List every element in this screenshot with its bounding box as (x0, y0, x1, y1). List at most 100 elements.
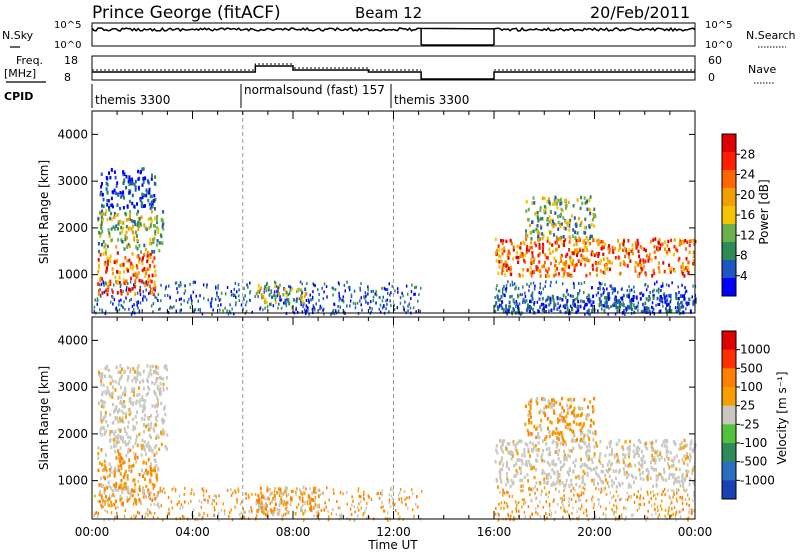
data-cell (503, 308, 505, 312)
data-cell (676, 309, 679, 314)
data-cell (178, 298, 181, 301)
data-cell (257, 500, 260, 505)
data-cell (614, 312, 617, 316)
data-cell (180, 503, 183, 507)
data-cell (136, 303, 138, 307)
data-cell (141, 438, 144, 443)
data-cell (114, 417, 117, 421)
data-cell (180, 283, 182, 287)
data-cell (651, 453, 654, 458)
data-cell (641, 471, 644, 475)
data-cell (390, 291, 392, 295)
data-cell (155, 475, 158, 480)
data-cell (657, 303, 659, 306)
data-cell (646, 516, 649, 520)
data-cell (579, 262, 582, 266)
data-cell (148, 187, 151, 192)
data-cell (670, 501, 673, 504)
data-cell (578, 282, 580, 285)
data-cell (150, 414, 153, 418)
data-cell (612, 469, 615, 473)
data-cell (681, 497, 684, 501)
data-cell (99, 234, 102, 239)
data-cell (120, 225, 123, 230)
data-cell (150, 200, 153, 204)
data-cell (665, 440, 668, 444)
data-cell (660, 285, 662, 288)
data-cell (546, 472, 549, 477)
data-cell (120, 283, 122, 287)
data-cell (133, 285, 136, 289)
data-cell (520, 484, 523, 488)
data-cell (135, 264, 138, 268)
data-cell (291, 305, 294, 309)
data-cell (129, 217, 131, 222)
data-cell (407, 506, 409, 510)
data-cell (359, 286, 361, 290)
data-cell (532, 307, 535, 312)
data-cell (363, 498, 365, 502)
data-cell (399, 296, 402, 300)
data-cell (543, 486, 546, 490)
data-cell (649, 441, 652, 445)
data-cell (567, 200, 570, 205)
data-cell (121, 401, 124, 406)
data-cell (558, 419, 561, 423)
data-cell (117, 238, 120, 242)
data-cell (119, 429, 122, 433)
data-cell (518, 501, 520, 505)
data-cell (160, 442, 163, 447)
data-cell (566, 403, 568, 408)
data-cell (564, 206, 567, 210)
data-cell (624, 312, 626, 316)
data-cell (495, 507, 497, 510)
data-cell (363, 490, 365, 494)
data-cell (274, 281, 277, 285)
data-cell (265, 504, 268, 508)
data-cell (193, 280, 195, 284)
data-cell (506, 464, 508, 469)
data-cell (588, 297, 591, 301)
data-cell (683, 488, 685, 492)
data-cell (593, 213, 596, 218)
data-cell (501, 241, 504, 246)
data-cell (529, 415, 532, 419)
data-cell (138, 485, 141, 489)
data-cell (576, 253, 578, 257)
data-cell (145, 484, 148, 489)
data-cell (638, 468, 641, 472)
data-cell (303, 501, 306, 505)
data-cell (585, 302, 587, 307)
data-cell (683, 267, 686, 272)
data-cell (337, 281, 340, 285)
data-cell (561, 209, 564, 213)
data-cell (665, 309, 668, 313)
data-cell (226, 286, 229, 289)
data-cell (544, 518, 546, 522)
data-cell (647, 470, 650, 474)
data-cell (325, 285, 328, 289)
data-cell (602, 304, 605, 308)
data-cell (328, 498, 330, 502)
data-cell (617, 494, 619, 498)
data-cell (399, 488, 402, 491)
data-cell (652, 494, 655, 498)
data-cell (114, 449, 117, 454)
data-cell (298, 503, 300, 506)
data-cell (137, 177, 140, 181)
data-cell (273, 507, 276, 511)
data-cell (527, 459, 530, 464)
data-cell (195, 294, 197, 298)
data-cell (520, 241, 522, 246)
data-cell (103, 488, 106, 492)
data-cell (157, 293, 160, 297)
data-cell (620, 296, 622, 300)
data-cell (610, 450, 613, 455)
data-cell (556, 503, 559, 506)
data-cell (584, 241, 587, 245)
data-cell (105, 181, 108, 186)
data-cell (545, 500, 548, 504)
data-cell (217, 284, 219, 288)
data-cell (104, 374, 106, 378)
data-cell (663, 487, 666, 491)
